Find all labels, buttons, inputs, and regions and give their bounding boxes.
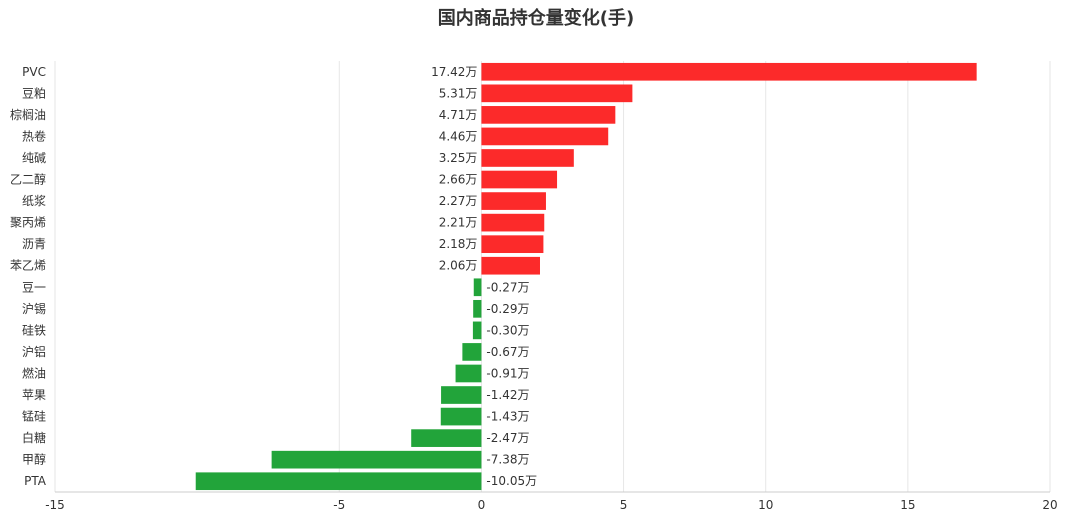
category-label: 苹果	[22, 388, 46, 402]
bar	[481, 62, 977, 81]
x-tick-label: 10	[758, 498, 773, 512]
category-label: 聚丙烯	[10, 216, 46, 230]
data-label: 3.25万	[439, 151, 478, 165]
x-tick-label: -5	[333, 498, 345, 512]
x-tick-label: 0	[478, 498, 486, 512]
x-tick-label: 20	[1042, 498, 1057, 512]
bar	[462, 343, 482, 361]
category-label: 燃油	[22, 365, 46, 380]
bar	[481, 149, 574, 167]
bar	[472, 321, 482, 340]
category-label: 热卷	[22, 128, 46, 143]
category-label: 纯碱	[22, 151, 46, 165]
category-label: 沥青	[22, 237, 46, 251]
category-label: 沪锡	[22, 301, 46, 316]
bar	[473, 278, 482, 297]
bar	[440, 407, 482, 426]
category-label: 豆粕	[22, 85, 46, 100]
category-label: 乙二醇	[10, 172, 46, 187]
bar	[481, 170, 558, 189]
data-label: -0.67万	[486, 345, 529, 359]
data-label: -1.43万	[486, 410, 529, 424]
data-label: -0.91万	[486, 366, 529, 380]
bar	[481, 192, 546, 210]
category-label: 沪铝	[22, 344, 46, 359]
category-label: PVC	[22, 65, 46, 79]
bar	[271, 450, 482, 469]
data-label: 17.42万	[431, 65, 477, 79]
data-label: 4.46万	[439, 129, 478, 143]
data-label: -1.42万	[486, 388, 529, 402]
category-label: 白糖	[22, 430, 46, 445]
data-label: 2.66万	[439, 173, 478, 187]
data-label: 5.31万	[439, 86, 478, 100]
bar	[481, 256, 540, 275]
bar	[195, 472, 482, 491]
bar	[441, 386, 482, 404]
bar-layer	[195, 62, 977, 491]
data-label: 4.71万	[439, 108, 478, 122]
data-label: -2.47万	[486, 431, 529, 445]
bar	[481, 213, 545, 232]
category-label: 苯乙烯	[10, 259, 46, 273]
category-label: 豆一	[22, 280, 46, 294]
bar	[473, 299, 482, 318]
chart-title: 国内商品持仓量变化(手)	[437, 8, 635, 29]
data-label: -7.38万	[486, 453, 529, 467]
bar	[481, 84, 633, 103]
bar	[481, 106, 616, 124]
bar	[455, 364, 482, 383]
bar	[411, 429, 482, 447]
data-label: -10.05万	[486, 474, 537, 488]
data-label: -0.27万	[486, 280, 529, 294]
data-label: 2.21万	[439, 216, 478, 230]
x-tick-label: -15	[45, 498, 65, 512]
x-tick-label: 15	[900, 498, 915, 512]
category-label: 甲醇	[22, 452, 46, 467]
bar	[481, 127, 609, 146]
grid-layer	[54, 61, 1051, 492]
data-label: 2.18万	[439, 237, 478, 251]
category-label: 棕榈油	[10, 107, 46, 122]
data-label: 2.06万	[439, 259, 478, 273]
axis-layer: -15 -5 0 5 10 15 20	[45, 491, 1058, 512]
bar	[481, 235, 544, 254]
category-label: 锰硅	[22, 409, 46, 424]
category-label: PTA	[24, 474, 47, 488]
data-label: 2.27万	[439, 194, 478, 208]
category-label: 纸浆	[22, 193, 46, 208]
category-label: 硅铁	[22, 323, 46, 337]
data-label: -0.29万	[486, 302, 529, 316]
data-label: -0.30万	[486, 323, 529, 337]
x-tick-label: 5	[620, 498, 628, 512]
